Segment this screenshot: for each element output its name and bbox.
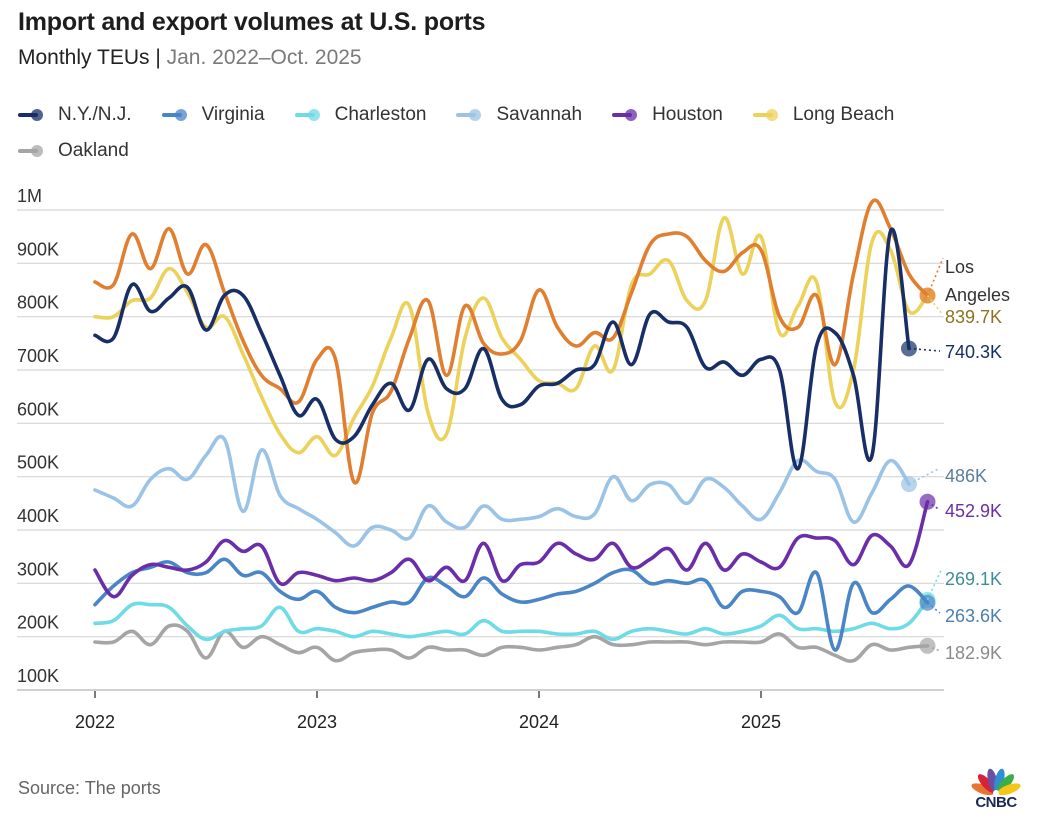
x-tick-label: 2025 xyxy=(741,712,781,732)
legend-dot xyxy=(31,145,43,157)
end-label-value-charleston: 269.1K xyxy=(945,569,1002,589)
subtitle-date-range: Jan. 2022–Oct. 2025 xyxy=(166,46,362,69)
series-line-los-angeles xyxy=(93,198,930,485)
chart-title: Import and export volumes at U.S. ports xyxy=(18,8,486,36)
legend-label: Virginia xyxy=(201,104,265,125)
legend-item-oakland: Oakland xyxy=(18,138,129,164)
y-tick-label: 1M xyxy=(17,186,42,206)
x-tick-label: 2024 xyxy=(519,712,559,732)
end-label-value-los-angeles: 839.7K xyxy=(945,307,1002,327)
leader-line-n-y-n-j xyxy=(908,347,941,352)
legend-dot xyxy=(174,109,187,121)
x-tick-label: 2023 xyxy=(297,712,337,732)
y-tick-label: 800K xyxy=(17,293,59,313)
end-label-value-virginia: 263.6K xyxy=(945,606,1002,626)
legend-label: Charleston xyxy=(334,104,427,125)
legend-line xyxy=(752,113,773,117)
chart-legend: N.Y./N.J. Virginia Charleston Savannah Houst… xyxy=(18,102,978,164)
leader-line-savannah xyxy=(908,467,941,485)
peacock-icon xyxy=(971,768,1021,796)
peacock-feather xyxy=(997,783,1021,796)
legend-line xyxy=(161,113,182,117)
y-tick-label: 500K xyxy=(17,453,59,473)
series-los-angeles xyxy=(93,198,936,485)
series-line-savannah xyxy=(93,434,911,548)
x-tick-label: 2022 xyxy=(75,712,115,732)
legend-swatch-icon xyxy=(161,109,190,121)
leader-line-charleston xyxy=(926,567,943,601)
legend-label: Savannah xyxy=(496,104,583,125)
legend-dot xyxy=(765,109,778,121)
series-line-long-beach xyxy=(93,216,930,458)
legend-dot xyxy=(31,109,43,121)
series-line-oakland xyxy=(93,623,930,663)
series-line-virginia xyxy=(93,557,930,652)
legend-swatch-icon xyxy=(18,109,46,121)
legend-label: Houston xyxy=(652,104,723,125)
legend-swatch-icon xyxy=(752,109,781,121)
legend-swatch-icon xyxy=(612,109,640,121)
legend-swatch-icon xyxy=(456,109,484,121)
legend-item-long-beach: Long Beach xyxy=(752,102,895,128)
legend-dot xyxy=(469,109,482,121)
legend-line xyxy=(294,113,315,117)
legend-item-n-y-n-j: N.Y./N.J. xyxy=(18,102,132,128)
legend-swatch-icon xyxy=(294,109,323,121)
leader-line-long-beach xyxy=(926,294,944,316)
end-label-value-n-y-n-j: 740.3K xyxy=(945,342,1002,362)
legend-line xyxy=(612,113,633,117)
y-tick-label: 100K xyxy=(17,666,59,686)
end-label-value-houston: 452.9K xyxy=(945,501,1002,521)
leader-line-oakland xyxy=(927,645,941,652)
y-tick-label: 200K xyxy=(17,613,59,633)
series-n-y-n-j xyxy=(93,227,917,471)
series-line-n-y-n-j xyxy=(93,227,911,471)
legend-item-houston: Houston xyxy=(612,102,723,128)
end-label-value-oakland: 182.9K xyxy=(945,643,1002,663)
legend-line xyxy=(18,113,38,117)
peacock-feather xyxy=(996,774,1015,794)
legend-dot xyxy=(625,109,638,121)
cnbc-logo: CNBC xyxy=(968,766,1024,816)
peacock-body xyxy=(993,790,999,796)
legend-label: Long Beach xyxy=(792,104,895,125)
y-tick-label: 600K xyxy=(17,399,59,419)
source-note: Source: The ports xyxy=(18,778,161,798)
y-tick-label: 900K xyxy=(17,239,59,259)
end-label-value-savannah: 486K xyxy=(945,466,987,486)
subtitle-separator: | xyxy=(149,46,167,69)
legend-item-savannah: Savannah xyxy=(456,102,582,128)
y-tick-label: 700K xyxy=(17,346,59,366)
peacock-feather xyxy=(971,783,995,796)
end-label-name: Angeles xyxy=(945,285,1010,305)
subtitle-units: Monthly TEUs xyxy=(18,46,150,69)
legend-item-charleston: Charleston xyxy=(294,102,427,128)
chart-subtitle: Monthly TEUs | Jan. 2022–Oct. 2025 xyxy=(18,46,362,70)
leader-line-los-angeles xyxy=(926,257,944,296)
legend-swatch-icon xyxy=(18,145,46,157)
legend-label: N.Y./N.J. xyxy=(58,104,132,125)
end-label-name: Los xyxy=(945,257,974,277)
legend-label: Oakland xyxy=(58,140,129,161)
y-tick-label: 300K xyxy=(17,559,59,579)
legend-item-virginia: Virginia xyxy=(161,102,265,128)
y-tick-label: 400K xyxy=(17,506,59,526)
series-line-houston xyxy=(93,499,930,599)
legend-line xyxy=(456,113,477,117)
series-long-beach xyxy=(93,216,936,458)
legend-dot xyxy=(307,109,320,121)
cnbc-logo-text: CNBC xyxy=(975,794,1017,811)
legend-line xyxy=(18,149,38,153)
series-line-charleston xyxy=(93,598,930,642)
